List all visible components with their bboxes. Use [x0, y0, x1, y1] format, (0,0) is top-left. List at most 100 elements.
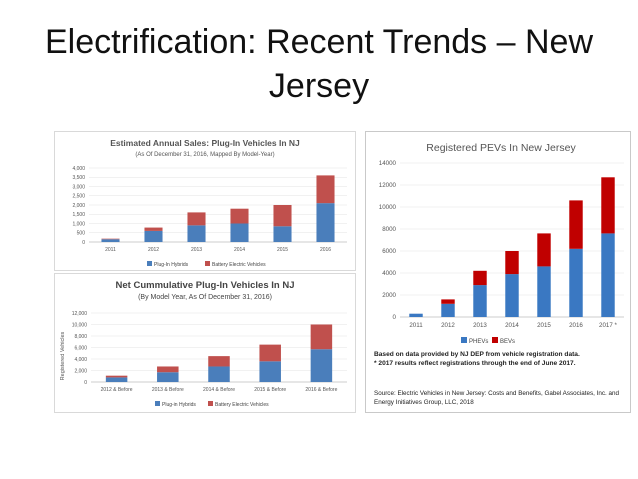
y-tick-label: 0 — [82, 240, 85, 246]
slide-title: Electrification: Recent Trends – New Jer… — [44, 23, 594, 105]
y-tick-label: 10,000 — [72, 322, 88, 328]
registered-pevs-chart: Registered PEVs In New Jersey 0 2000 4000 6… — [365, 131, 631, 413]
x-tick-label: 2013 — [191, 247, 202, 253]
bar-segment-bev — [316, 175, 335, 204]
bar-segment-phev — [230, 223, 249, 242]
y-tick-label: 1,500 — [72, 212, 85, 218]
bar-segment-bev — [208, 356, 230, 367]
bar-segment-bev — [187, 212, 206, 226]
bar-segment-bev — [505, 251, 519, 275]
x-tick-label: 2015 — [537, 322, 551, 329]
legend-swatch-phev — [461, 337, 467, 343]
bar-segment-phev — [473, 285, 487, 317]
legend-swatch-bev — [208, 401, 213, 406]
bar-segment-phev — [208, 366, 230, 382]
legend: PHEVs BEVs — [461, 337, 515, 345]
bar-segment-bev — [473, 270, 487, 286]
y-tick-label: 2,000 — [74, 368, 87, 374]
y-tick-label: 4,000 — [74, 357, 87, 363]
bar-segment-phev — [310, 349, 333, 382]
bar-segment-bev — [601, 177, 615, 234]
x-tick-label: 2016 & Before — [305, 387, 337, 393]
bar-segment-phev — [537, 266, 551, 317]
bar-segment-bev — [144, 227, 163, 231]
x-tick-label: 2013 & Before — [152, 387, 184, 393]
y-tick-label: 0 — [84, 380, 87, 386]
bar-segment-phev — [569, 248, 583, 317]
legend-swatch-phev — [147, 261, 152, 266]
cumulative-svg: Net Cummulative Plug-In Vehicles In NJ (… — [60, 280, 347, 408]
legend-swatch-bev — [205, 261, 210, 266]
y-tick-label: 10000 — [379, 204, 397, 211]
x-tick-label: 2012 — [148, 247, 159, 253]
legend-swatch-bev — [492, 337, 498, 343]
bar-segment-phev — [505, 274, 519, 317]
y-tick-label: 2,500 — [72, 194, 85, 200]
chart-subtitle: (By Model Year, As Of December 31, 2016) — [138, 294, 272, 301]
x-tick-label: 2014 & Before — [203, 387, 235, 393]
y-tick-label: 8,000 — [74, 334, 87, 340]
legend: Plug-in Hybrids Battery Electric Vehicle… — [155, 401, 269, 408]
bar-segment-bev — [259, 344, 281, 362]
bar-segment-phev — [105, 377, 128, 382]
legend-label: Battery Electric Vehicles — [215, 402, 269, 408]
chart-subtitle: (As Of December 31, 2016, Mapped By Mode… — [135, 152, 274, 158]
bar-segment-phev — [187, 225, 206, 242]
legend-label: PHEVs — [469, 339, 488, 345]
y-tick-label: 12000 — [379, 182, 397, 189]
registration-note: Based on data provided by NJ DEP from ve… — [374, 350, 624, 368]
legend-label: Plug-In Hybrids — [154, 262, 189, 268]
x-tick-label: 2016 — [569, 322, 583, 329]
legend-swatch-phev — [155, 401, 160, 406]
chart-title: Registered PEVs In New Jersey — [426, 142, 576, 154]
y-tick-label: 14000 — [379, 160, 397, 167]
y-tick-label: 2,000 — [72, 203, 85, 209]
bar-segment-phev — [601, 233, 615, 317]
annual-sales-svg: Estimated Annual Sales: Plug-In Vehicles… — [72, 138, 347, 268]
registered-pevs-svg: Registered PEVs In New Jersey 0 2000 4000 6… — [379, 142, 624, 345]
y-tick-label: 4000 — [382, 270, 396, 277]
bar-segment-phev — [316, 203, 335, 242]
y-tick-label: 8000 — [382, 226, 396, 233]
x-tick-label: 2012 & Before — [101, 387, 133, 393]
y-tick-label: 4,000 — [72, 166, 85, 172]
bar-segment-bev — [441, 299, 455, 304]
y-tick-label: 0 — [393, 314, 397, 321]
bar-segment-bev — [273, 205, 292, 227]
x-tick-label: 2017 * — [599, 322, 617, 329]
x-tick-label: 2015 & Before — [254, 387, 286, 393]
bar-segment-phev — [273, 226, 292, 242]
y-axis-label: Registered Vehicles — [60, 331, 66, 380]
bar-segment-phev — [259, 361, 281, 382]
source-citation: Source: Electric Vehicles in New Jersey:… — [374, 390, 619, 406]
y-tick-label: 2000 — [382, 292, 396, 299]
bar-segment-bev — [537, 233, 551, 267]
bar-segment-bev — [105, 375, 128, 378]
y-tick-label: 12,000 — [72, 311, 88, 317]
annual-sales-chart: Estimated Annual Sales: Plug-In Vehicles… — [54, 131, 356, 271]
x-tick-label: 2011 — [105, 247, 116, 253]
y-tick-label: 3,500 — [72, 175, 85, 181]
x-tick-label: 2015 — [277, 247, 288, 253]
legend: Plug-In Hybrids Battery Electric Vehicle… — [147, 261, 266, 268]
bar-segment-phev — [101, 239, 120, 242]
chart-title: Estimated Annual Sales: Plug-In Vehicles… — [110, 138, 300, 148]
x-tick-label: 2014 — [505, 322, 519, 329]
x-tick-label: 2011 — [409, 322, 423, 329]
bar-segment-bev — [157, 366, 179, 373]
legend-label: Plug-in Hybrids — [162, 402, 196, 408]
bar-segment-bev — [310, 324, 333, 350]
cumulative-chart: Net Cummulative Plug-In Vehicles In NJ (… — [54, 273, 356, 413]
bar-segment-bev — [569, 200, 583, 249]
note-line-2: * 2017 results reflect registrations thr… — [374, 360, 576, 367]
bar-segment-bev — [101, 238, 120, 240]
x-tick-label: 2012 — [441, 322, 455, 329]
bar-segment-phev — [157, 372, 179, 382]
legend-label: BEVs — [500, 339, 515, 345]
bar-segment-phev — [409, 313, 423, 317]
y-tick-label: 6,000 — [74, 345, 87, 351]
x-tick-label: 2014 — [234, 247, 245, 253]
chart-title: Net Cummulative Plug-In Vehicles In NJ — [116, 280, 295, 291]
y-tick-label: 6000 — [382, 248, 396, 255]
y-tick-label: 500 — [77, 231, 86, 237]
